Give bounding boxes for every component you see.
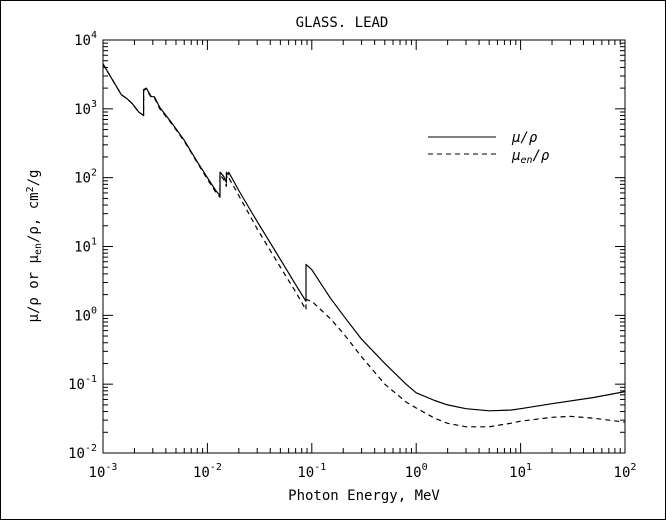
x-tick-label: 102 — [614, 462, 637, 481]
y-axis-title-sub: en — [33, 243, 44, 255]
y-axis-title: μ/ρ or μen/ρ, cm2/g — [25, 170, 44, 323]
legend: μ/ρ μen/ρ — [428, 130, 550, 166]
axis-ticks — [102, 39, 626, 454]
x-tick-label: 101 — [509, 462, 532, 481]
plot-area — [102, 39, 626, 454]
y-axis-title-main: μ/ρ or μ — [26, 254, 42, 322]
x-tick-label: 10-2 — [193, 462, 222, 481]
legend-label-muen-main: μ — [511, 148, 520, 164]
legend-label-muen-tail: /ρ — [532, 148, 549, 164]
y-axis-title-tail: /ρ, cm — [26, 192, 42, 243]
y-tick-label: 10-1 — [68, 374, 97, 393]
legend-label-muen-rho: μen/ρ — [511, 148, 550, 166]
series-lines — [102, 63, 626, 428]
y-tick-label: 102 — [74, 168, 97, 187]
y-tick-label: 104 — [74, 30, 97, 49]
x-tick-label: 100 — [405, 462, 428, 481]
y-tick-label: 101 — [74, 237, 97, 256]
y-axis-title-sup: 2 — [25, 186, 36, 192]
x-tick-label: 10-1 — [297, 462, 326, 481]
y-axis-title-end: /g — [26, 170, 42, 187]
legend-label-muen-sub: en — [520, 155, 532, 166]
x-axis-title: Photon Energy, MeV — [288, 488, 440, 504]
series-line-mu-rho — [102, 63, 626, 412]
axis-tick-labels: 10-3 10-2 10-1 100 101 10210-210-110010110210… — [68, 30, 636, 481]
series-line-muen-rho — [102, 63, 626, 428]
y-tick-label: 103 — [74, 99, 97, 118]
y-tick-label: 100 — [74, 305, 97, 324]
legend-label-mu-rho: μ/ρ — [511, 130, 538, 146]
y-tick-label: 10-2 — [68, 443, 97, 462]
x-tick-label: 10-3 — [89, 462, 118, 481]
chart-title: GLASS. LEAD — [296, 15, 389, 31]
